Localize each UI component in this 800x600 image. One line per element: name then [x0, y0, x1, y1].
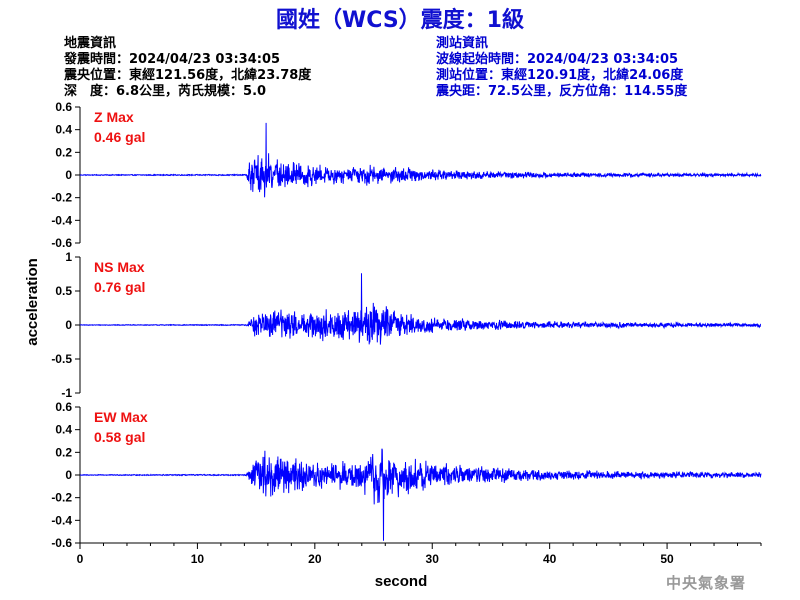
- y-tick-label: 0: [65, 318, 72, 332]
- trace-ns: [79, 273, 762, 345]
- y-tick-label: -0.5: [51, 352, 72, 366]
- agency-watermark: 中央氣象署: [665, 574, 746, 592]
- page-title: 國姓（WCS）震度：1級: [276, 8, 524, 33]
- y-tick-label: -0.6: [51, 236, 72, 250]
- y-tick-label: -0.4: [51, 213, 72, 227]
- x-tick-label: 40: [543, 552, 557, 566]
- y-tick-label: 0.4: [55, 123, 72, 137]
- y-tick-label: 0.4: [55, 423, 72, 437]
- panel-ew: 0.6 0.4 0.2 0 -0.2 -0.4 -0.6 EW Max 0.58 gal: [51, 400, 762, 550]
- x-axis: 0 10 20 30 40 50: [77, 542, 762, 566]
- y-tick-label: 0.5: [55, 284, 72, 298]
- depth-magnitude: 深 度：6.8公里，芮氏規模：5.0: [64, 84, 267, 99]
- max-value: 0.58 gal: [94, 429, 145, 445]
- panel-z: 0.6 0.4 0.2 0 -0.2 -0.4 -0.6 Z Max 0.46 gal: [51, 100, 762, 250]
- y-tick-label: 0: [65, 168, 72, 182]
- y-tick-label: -0.6: [51, 536, 72, 550]
- y-tick-label: 0.6: [55, 400, 72, 414]
- origin-time: 發震時間：2024/04/23 03:34:05: [64, 52, 281, 67]
- event-info: 地震資訊 發震時間：2024/04/23 03:34:05 震央位置：東經121…: [64, 36, 311, 100]
- event-info-heading: 地震資訊: [64, 36, 117, 51]
- epicentral-distance: 震央距：72.5公里，反方位角：114.55度: [436, 84, 688, 99]
- panel-ns: 1 0.5 0 -0.5 -1 NS Max 0.76 gal: [51, 250, 762, 400]
- wave-start-time: 波線起始時間：2024/04/23 03:34:05: [436, 52, 679, 67]
- station-info-heading: 測站資訊: [436, 36, 489, 51]
- x-tick-label: 30: [426, 552, 440, 566]
- y-tick-label: -0.2: [51, 491, 72, 505]
- trace-ew: [80, 448, 762, 541]
- max-value: 0.76 gal: [94, 279, 145, 295]
- y-tick-label: 0: [65, 468, 72, 482]
- y-axis-label: acceleration: [24, 258, 41, 346]
- y-tick-label: -0.4: [51, 513, 72, 527]
- max-label: EW Max: [94, 409, 148, 425]
- x-tick-label: 20: [308, 552, 322, 566]
- y-tick-label: 0.6: [55, 100, 72, 114]
- y-tick-label: 0.2: [55, 445, 72, 459]
- trace-z: [79, 122, 762, 198]
- y-tick-label: 1: [65, 250, 72, 264]
- max-value: 0.46 gal: [94, 129, 145, 145]
- x-axis-label: second: [375, 573, 428, 590]
- x-tick-label: 0: [77, 552, 84, 566]
- y-tick-label: -1: [61, 386, 72, 400]
- max-label: Z Max: [94, 109, 134, 125]
- max-label: NS Max: [94, 259, 145, 275]
- x-tick-label: 50: [660, 552, 674, 566]
- station-info: 測站資訊 波線起始時間：2024/04/23 03:34:05 測站位置：東經1…: [436, 36, 687, 100]
- epicenter: 震央位置：東經121.56度，北緯23.78度: [64, 68, 312, 83]
- y-tick-label: -0.2: [51, 191, 72, 205]
- station-location: 測站位置：東經120.91度，北緯24.06度: [436, 68, 684, 83]
- y-tick-label: 0.2: [55, 145, 72, 159]
- x-tick-label: 10: [191, 552, 205, 566]
